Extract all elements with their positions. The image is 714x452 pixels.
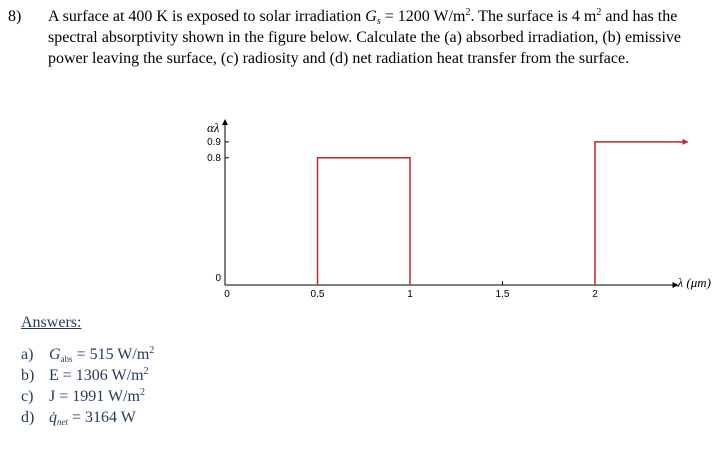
problem-line3: power leaving the surface, (c) radiosity… xyxy=(48,50,630,67)
y-tick-label: 0.9 xyxy=(207,137,221,148)
answer-symbol: E xyxy=(49,367,59,384)
problem-line2: spectral absorptivity shown in the figur… xyxy=(48,29,681,46)
problem-line1-superscript-2: 2 xyxy=(596,7,602,18)
absorptivity-line-segment xyxy=(594,138,689,285)
answers-list: a) Gabs = 515 W/m2 b) E = 1306 W/m2 c) J = … xyxy=(21,344,154,428)
chart-series xyxy=(316,138,689,285)
problem-line1-part-b: = 1200 W/m xyxy=(380,8,466,25)
answer-superscript: 2 xyxy=(143,366,149,377)
answers-heading: Answers: xyxy=(21,314,82,331)
x-tick-label: 1 xyxy=(407,289,413,300)
x-axis-label: λ (μm) xyxy=(677,275,711,290)
answer-letter: c) xyxy=(21,388,34,405)
gs-symbol: G xyxy=(365,8,377,25)
answer-superscript: 2 xyxy=(149,345,155,356)
problem-line1-part-a: A surface at 400 K is exposed to solar i… xyxy=(48,8,366,25)
gs-subscript: s xyxy=(376,16,381,27)
answer-row: a) Gabs = 515 W/m2 xyxy=(21,344,154,365)
absorptivity-line-segment xyxy=(316,157,411,285)
answer-letter: a) xyxy=(21,346,34,363)
answer-value: = 1306 W/m xyxy=(58,367,144,384)
answer-subscript: net xyxy=(57,417,68,427)
answer-superscript: 2 xyxy=(139,387,145,398)
answer-subscript: abs xyxy=(60,354,73,364)
x-tick-label: 0 xyxy=(224,289,230,300)
problem-text: A surface at 400 K is exposed to solar i… xyxy=(48,6,708,69)
answer-letter: b) xyxy=(21,367,35,384)
problem-line1-part-d: and has the xyxy=(601,8,678,25)
answer-row: b) E = 1306 W/m2 xyxy=(21,365,154,386)
y-tick-label: 0.8 xyxy=(207,153,221,164)
answer-value: = 3164 W xyxy=(68,409,136,426)
answer-symbol: q̇ xyxy=(49,409,57,426)
answer-row: d) q̇net = 3164 W xyxy=(21,407,154,428)
chart-axes xyxy=(222,119,679,288)
answers-section: Answers: a) Gabs = 515 W/m2 b) E = 1306 W/… xyxy=(21,314,154,428)
answer-row: c) J = 1991 W/m2 xyxy=(21,386,154,407)
problem-statement: 8) A surface at 400 K is exposed to sola… xyxy=(8,6,708,69)
problem-line1-superscript: 2 xyxy=(465,7,471,18)
chart-ticks: 0 0.5 1 1.5 2 0 0.8 0.9 xyxy=(207,137,598,300)
answer-symbol: G xyxy=(49,346,61,363)
answer-value: = 515 W/m xyxy=(72,346,150,363)
y-axis-label: αλ xyxy=(207,120,220,135)
answer-value: = 1991 W/m xyxy=(55,388,140,405)
y-tick-label: 0 xyxy=(215,273,221,284)
x-tick-label: 0.5 xyxy=(311,289,325,300)
problem-number: 8) xyxy=(8,8,22,25)
x-tick-label: 1.5 xyxy=(496,289,510,300)
answer-letter: d) xyxy=(21,409,35,426)
problem-line1-part-c: . The surface is 4 m xyxy=(470,8,597,25)
answer-symbol: J xyxy=(49,388,56,405)
x-tick-label: 2 xyxy=(592,289,598,300)
